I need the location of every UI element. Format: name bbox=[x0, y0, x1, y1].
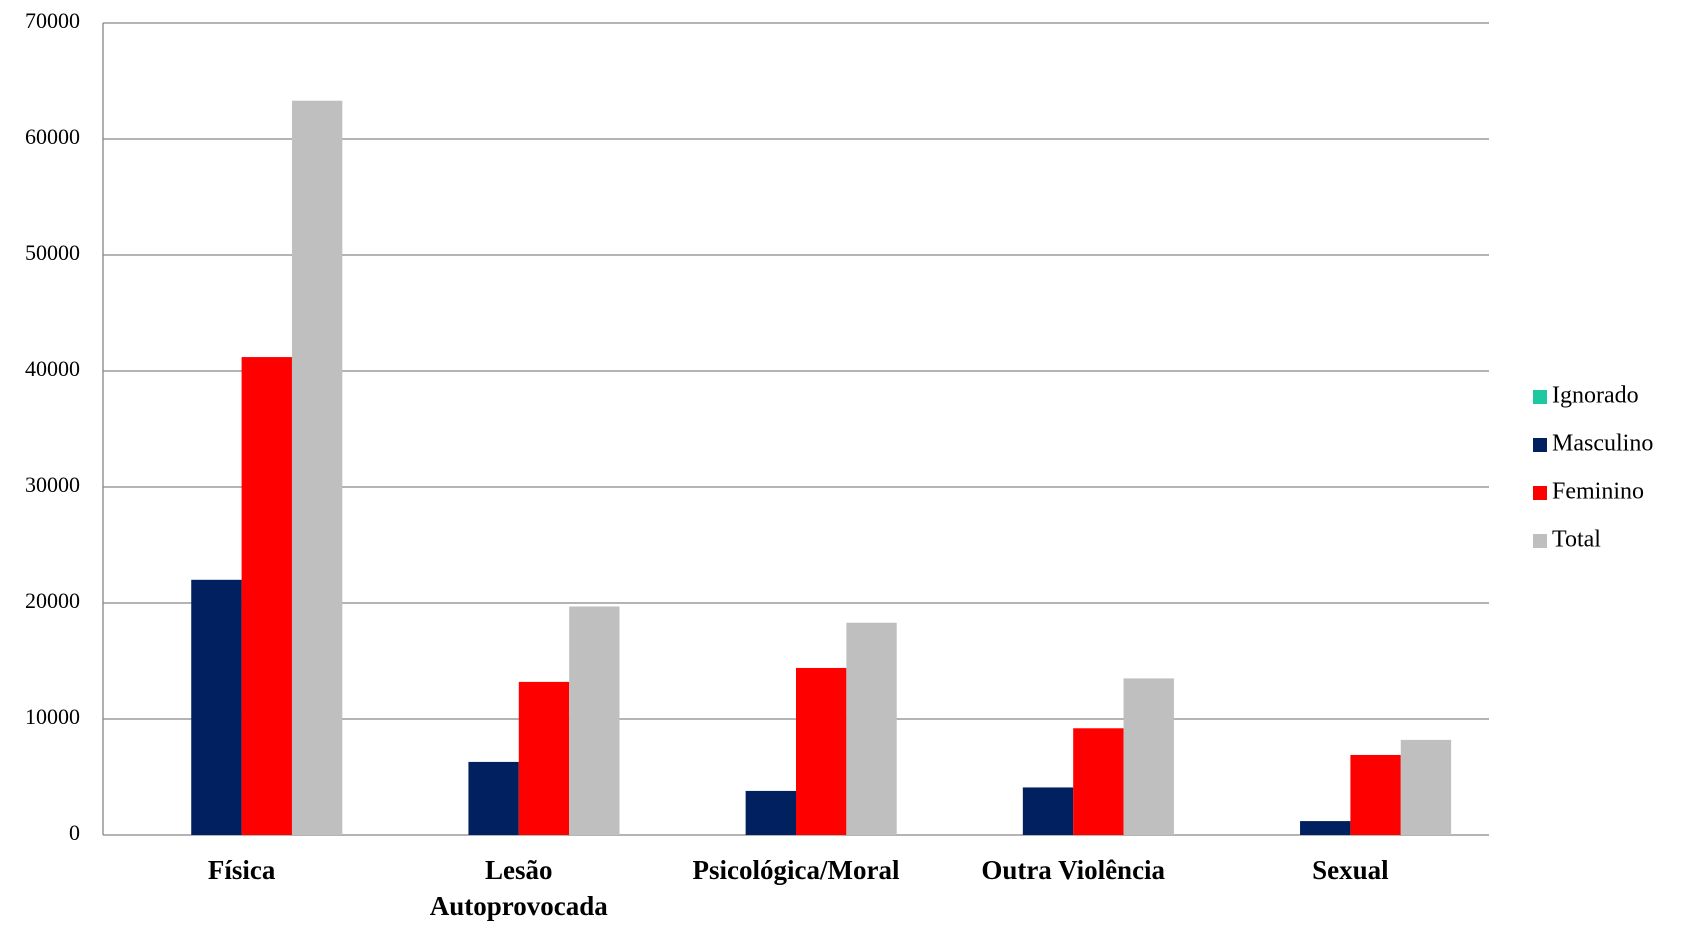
y-tick-label: 40000 bbox=[25, 356, 80, 381]
bar bbox=[241, 357, 292, 835]
bar bbox=[569, 606, 620, 835]
legend-swatch bbox=[1533, 390, 1547, 404]
x-tick-label: Sexual bbox=[1312, 855, 1389, 885]
x-tick-label: Outra Violência bbox=[981, 855, 1165, 885]
y-tick-label: 20000 bbox=[25, 588, 80, 613]
bar bbox=[1123, 678, 1174, 835]
bar bbox=[1073, 728, 1124, 835]
legend-label: Ignorado bbox=[1552, 383, 1639, 409]
bar bbox=[468, 761, 519, 835]
legend-label: Feminino bbox=[1552, 479, 1644, 505]
x-tick-label: Psicológica/Moral bbox=[693, 855, 900, 885]
y-tick-label: 70000 bbox=[25, 8, 80, 33]
y-tick-label: 0 bbox=[69, 820, 80, 845]
bar bbox=[745, 790, 796, 835]
x-tick-label: Física bbox=[208, 855, 276, 885]
legend-label: Total bbox=[1552, 527, 1601, 553]
bar bbox=[1350, 754, 1401, 835]
bar bbox=[846, 622, 897, 835]
legend-swatch bbox=[1533, 438, 1547, 452]
bar bbox=[1400, 739, 1452, 835]
y-tick-label: 50000 bbox=[25, 240, 80, 265]
bar bbox=[191, 579, 242, 835]
bar bbox=[796, 667, 847, 835]
x-tick-label: Lesão Autoprovocada bbox=[430, 855, 609, 921]
bar bbox=[1022, 787, 1074, 835]
y-tick-label: 60000 bbox=[25, 124, 80, 149]
y-tick-label: 10000 bbox=[25, 704, 80, 729]
legend-swatch bbox=[1533, 486, 1547, 500]
y-tick-label: 30000 bbox=[25, 472, 80, 497]
bar bbox=[1300, 821, 1351, 835]
bar bbox=[291, 100, 343, 836]
bar bbox=[518, 681, 570, 835]
legend-label: Masculino bbox=[1552, 431, 1653, 457]
legend-swatch bbox=[1533, 534, 1547, 548]
